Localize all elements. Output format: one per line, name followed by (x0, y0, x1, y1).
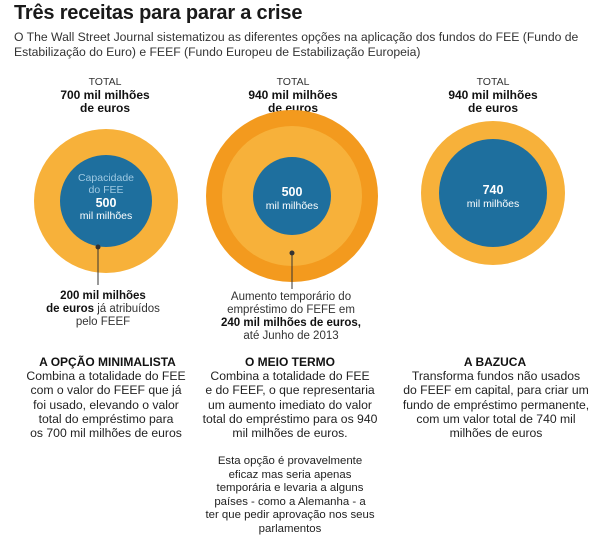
total-value-line1: 940 mil milhões (248, 88, 338, 102)
total-caption: TOTAL (276, 76, 310, 88)
option-3-body-line: milhões de euros (449, 426, 543, 441)
option-1-annotation-rest-1: já atribuídos (97, 303, 160, 315)
option-3-inner-circle (439, 139, 547, 247)
option-2-annotation-line-4: até Junho de 2013 (243, 330, 339, 342)
option-1-body-line: foi usado, elevando o valor (33, 397, 179, 412)
option-2-body-line: Combina a totalidade do FEE (210, 369, 370, 383)
option-2-inner-unit: mil milhões (266, 200, 319, 212)
option-2-body-line: total do empréstimo para os 940 (202, 411, 378, 426)
option-2-annotation-line-2: empréstimo do FEFE em (227, 304, 355, 316)
option-1-heading: A OPÇÃO MINIMALISTA (39, 355, 176, 369)
option-2-body: Combina a totalidade do FEE e do FEEF, o… (200, 369, 380, 440)
total-label-1: TOTAL 700 mil milhões de euros (25, 76, 185, 115)
option-1-annotation-rest-2: pelo FEEF (75, 316, 131, 328)
option-3-body: Transforma fundos não usados do FEEF em … (396, 369, 596, 440)
option-2-note: Esta opção é provavelmente eficaz mas se… (195, 455, 385, 536)
option-1-annotation: 200 mil milhões de euros já atribuídos p… (28, 290, 178, 329)
option-3-inner-unit: mil milhões (467, 198, 520, 210)
option-3-heading: A BAZUCA (463, 355, 527, 369)
option-2-note-line: Esta opção é provavelmente (217, 455, 363, 467)
option-2-annotation: Aumento temporário do empréstimo do FEFE… (206, 291, 376, 343)
page-title: Três receitas para parar a crise (14, 2, 303, 24)
option-1-circles: Capacidade do FEE 500 mil milhões (34, 129, 178, 285)
total-value-line1: 940 mil milhões (448, 88, 538, 102)
option-1-inner-value: 500 (96, 196, 117, 210)
option-1-inner-caption-1: Capacidade (78, 172, 134, 184)
option-2-note-line: eficaz mas seria apenas (228, 468, 352, 481)
option-3-body-line: do FEEF em capital, para criar um (403, 383, 589, 398)
option-2-note-line: temporária e levaria a alguns (216, 482, 364, 494)
option-2-inner-circle (253, 157, 331, 235)
option-1-body-line: com o valor do FEEF que já (30, 383, 182, 398)
option-2-inner-value: 500 (282, 185, 303, 199)
option-2-annotation-line-1: Aumento temporário do (230, 291, 352, 303)
total-value-line2: de euros (467, 101, 518, 115)
total-value-line2: de euros (79, 101, 130, 115)
total-label-3: TOTAL 940 mil milhões de euros (413, 76, 573, 115)
option-1-leader-dot (95, 244, 101, 250)
option-2-leader-dot (289, 250, 295, 256)
option-1-inner-circle (60, 155, 152, 247)
option-2-note-line: países - como a Alemanha - a (214, 495, 366, 508)
option-3-body-line: com um valor total de 740 mil (416, 411, 576, 426)
option-1-body: Combina a totalidade do FEE com o valor … (6, 369, 206, 440)
option-1-body-line: total do empréstimo para (38, 411, 174, 426)
option-2-note-line: ter que pedir aprovação nos seus (205, 509, 375, 521)
option-1-body-line: Combina a totalidade do FEE (26, 369, 186, 383)
option-3-body-line: Transforma fundos não usados (411, 369, 581, 383)
total-caption: TOTAL (88, 76, 122, 88)
total-caption: TOTAL (476, 76, 510, 88)
option-2-body-line: mil milhões de euros. (232, 426, 348, 441)
option-2-heading: O MEIO TERMO (245, 355, 335, 369)
option-3-inner-value: 740 (483, 183, 504, 197)
option-2-body-line: e do FEEF, o que representaria (205, 383, 375, 398)
option-1-annotation-bold-2: de euros (46, 303, 95, 315)
option-1-annotation-bold-1: 200 mil milhões (60, 290, 146, 302)
option-1-body-line: os 700 mil milhões de euros (30, 426, 182, 441)
page-subtitle: O The Wall Street Journal sistematizou a… (14, 30, 579, 59)
option-1-inner-caption-2: do FEE (88, 184, 123, 196)
option-2-circles: 500 mil milhões (206, 110, 378, 289)
option-2-annotation-bold: 240 mil milhões de euros, (221, 317, 361, 329)
option-3-body-line: fundo de empréstimo permanente, (402, 397, 590, 412)
option-3-circles: 740 mil milhões (421, 121, 565, 265)
option-1-inner-unit: mil milhões (80, 210, 133, 222)
option-2-body-line: um aumento imediato do valor (208, 397, 372, 412)
total-value-line1: 700 mil milhões (60, 88, 150, 102)
option-2-note-line: parlamentos (258, 522, 322, 535)
